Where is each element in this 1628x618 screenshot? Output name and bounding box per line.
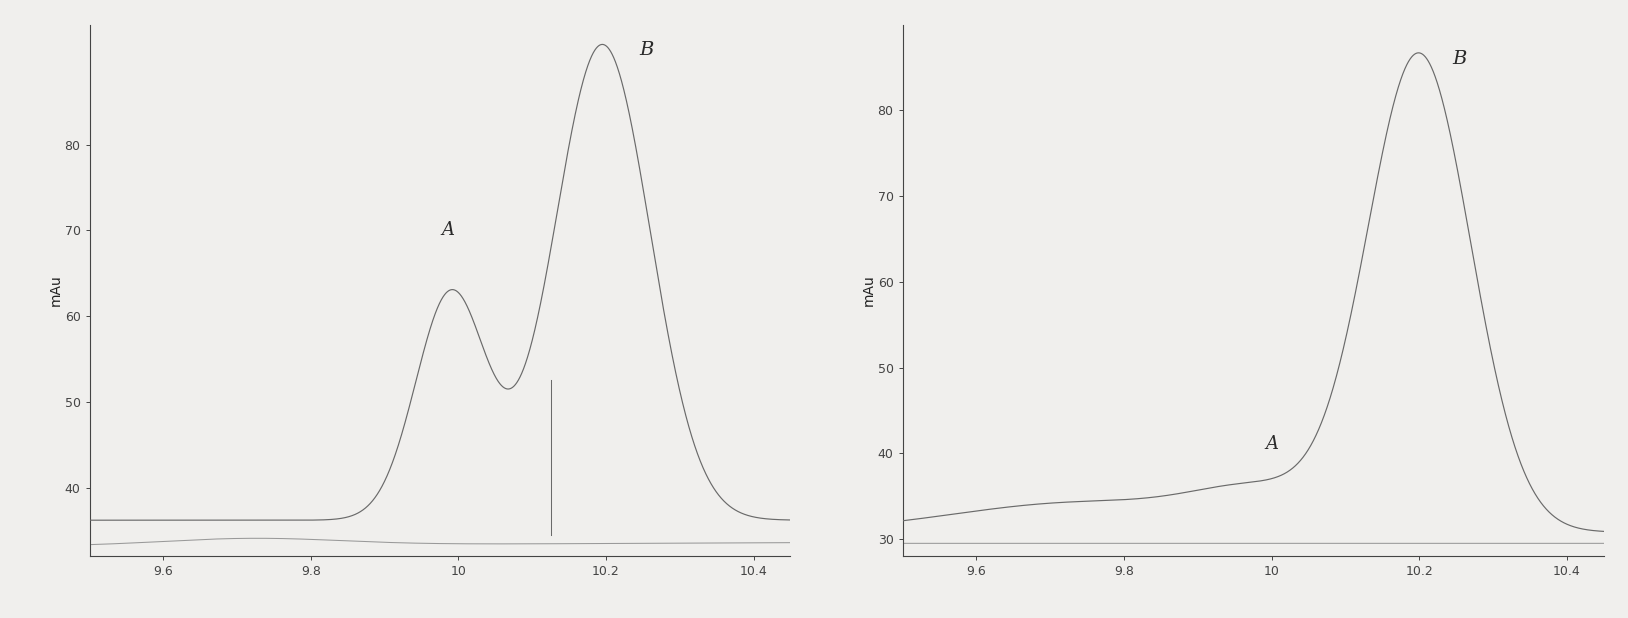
Text: B: B [640, 41, 653, 59]
Y-axis label: mAu: mAu [49, 274, 63, 307]
Text: A: A [1265, 435, 1278, 454]
Text: A: A [441, 221, 454, 239]
Text: B: B [1452, 49, 1467, 67]
Y-axis label: mAu: mAu [863, 274, 876, 307]
